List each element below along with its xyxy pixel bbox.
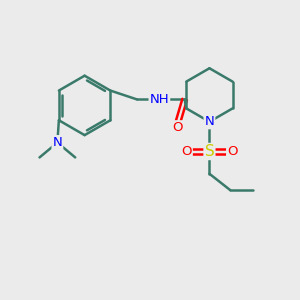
Text: O: O (227, 145, 238, 158)
Text: N: N (52, 136, 62, 149)
Text: O: O (172, 121, 182, 134)
Text: O: O (181, 145, 192, 158)
Text: S: S (205, 144, 214, 159)
Text: N: N (205, 115, 214, 128)
Text: NH: NH (150, 93, 169, 106)
